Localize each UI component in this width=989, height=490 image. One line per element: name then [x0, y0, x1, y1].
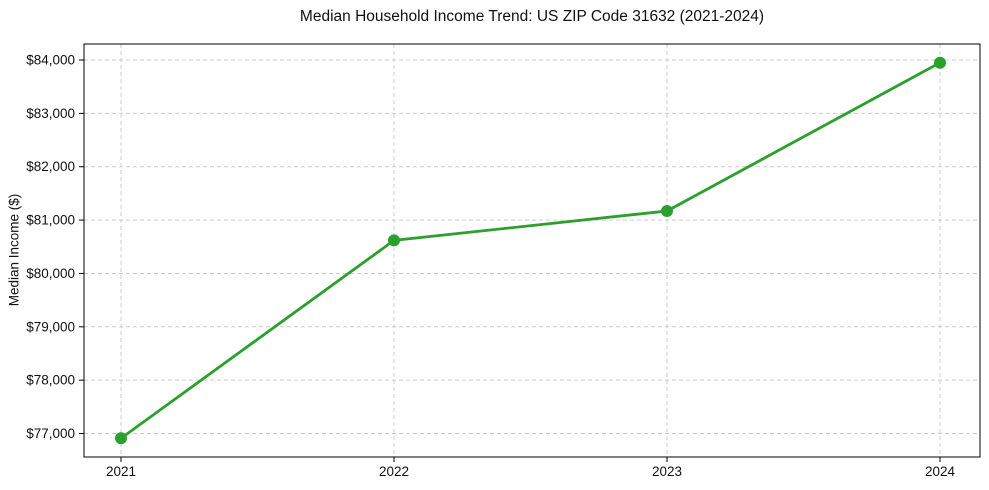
- x-tick-label: 2022: [379, 464, 409, 479]
- y-tick-label: $81,000: [26, 213, 75, 228]
- trend-line: [119, 61, 942, 440]
- data-point: [661, 205, 673, 217]
- x-tick-label: 2021: [106, 464, 136, 479]
- axis-frame: [83, 43, 981, 458]
- y-tick-label: $77,000: [26, 426, 75, 441]
- data-point: [934, 56, 946, 69]
- x-tick-label: 2024: [925, 464, 956, 479]
- x-tick-label: 2023: [652, 464, 682, 479]
- data-point: [388, 234, 400, 247]
- data-point: [115, 432, 127, 445]
- y-tick-label: $83,000: [26, 106, 75, 121]
- y-tick-label: $78,000: [26, 373, 75, 388]
- y-tick-label: $82,000: [26, 159, 75, 174]
- y-axis-title: Median Income ($): [6, 193, 22, 307]
- y-tick-label: $84,000: [26, 53, 75, 68]
- y-tick-label: $80,000: [26, 266, 75, 281]
- y-tick-label: $79,000: [26, 319, 75, 334]
- chart-title: Median Household Income Trend: US ZIP Co…: [299, 8, 765, 25]
